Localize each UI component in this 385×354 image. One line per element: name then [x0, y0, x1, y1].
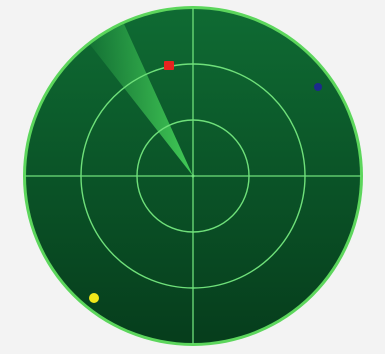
- target-red: [164, 61, 174, 70]
- radar-sweep-beam: [88, 24, 193, 176]
- target-blue: [314, 83, 322, 91]
- range-ring-inner: [136, 119, 250, 233]
- center-point: [191, 174, 195, 178]
- target-yellow: [89, 293, 99, 303]
- range-ring-middle: [80, 63, 306, 289]
